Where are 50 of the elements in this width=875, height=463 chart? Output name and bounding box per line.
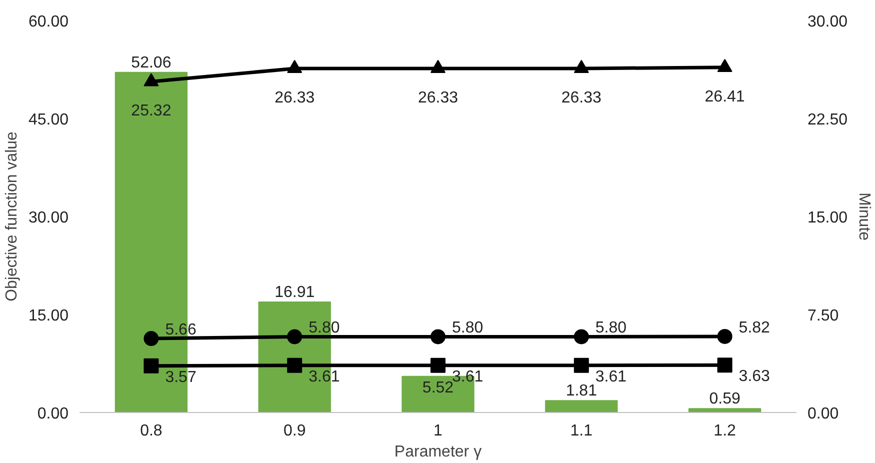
point xyxy=(144,331,159,346)
point xyxy=(287,358,302,373)
point xyxy=(287,60,302,73)
point xyxy=(574,60,589,73)
data-label: 5.52 xyxy=(422,379,454,396)
data-label: 26.41 xyxy=(704,88,745,106)
bar xyxy=(688,408,762,412)
y-tick-label: 60.00 xyxy=(28,14,69,30)
point xyxy=(717,358,732,373)
point xyxy=(144,73,159,86)
data-label: 25.32 xyxy=(131,102,172,120)
point xyxy=(717,328,732,344)
y2-tick-label: 22.50 xyxy=(808,112,848,128)
y-tick-label: 45.00 xyxy=(28,112,69,128)
y2-tick-label: 7.50 xyxy=(808,308,839,324)
data-label: 26.33 xyxy=(274,89,315,106)
point xyxy=(144,358,159,374)
y2-axis-title: Minute xyxy=(856,192,873,241)
data-label: 16.91 xyxy=(274,284,315,302)
data-label: 5.80 xyxy=(452,320,484,337)
x-tick-label: 0.9 xyxy=(283,422,306,440)
y2-tick-label: 30.00 xyxy=(808,14,848,30)
x-axis-title: Parameter γ xyxy=(394,444,482,460)
y2-tick-label: 0.00 xyxy=(808,406,839,422)
data-label: 3.61 xyxy=(595,368,627,386)
data-label: 3.63 xyxy=(738,368,770,386)
y-tick-label: 15.00 xyxy=(28,308,69,324)
point xyxy=(717,58,732,72)
point xyxy=(430,329,446,344)
x-tick-label: 1.1 xyxy=(570,422,593,440)
bar xyxy=(545,400,618,412)
data-label: 5.82 xyxy=(738,319,770,336)
point xyxy=(574,329,589,344)
point xyxy=(574,358,589,373)
data-label: 52.06 xyxy=(131,54,172,72)
data-label: 5.80 xyxy=(595,320,627,337)
y-axis-title: Objective function value xyxy=(3,131,20,302)
data-label: 26.33 xyxy=(561,89,602,106)
y2-tick-label: 15.00 xyxy=(808,210,848,226)
point xyxy=(430,60,446,73)
point xyxy=(430,358,446,373)
point xyxy=(287,329,302,344)
y-tick-label: 30.00 xyxy=(28,210,69,226)
y-tick-label: 0.00 xyxy=(37,406,69,422)
x-tick-label: 1.2 xyxy=(714,422,736,440)
x-tick-label: 0.8 xyxy=(140,422,162,440)
data-label: 0.59 xyxy=(709,390,740,408)
data-label: 26.33 xyxy=(418,89,458,106)
data-label: 1.81 xyxy=(566,382,598,400)
x-tick-label: 1 xyxy=(434,422,443,440)
